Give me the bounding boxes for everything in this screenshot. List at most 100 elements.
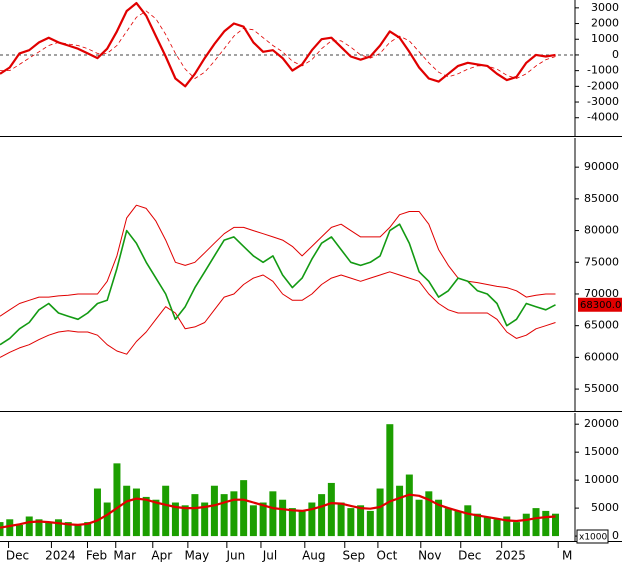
volume-bar xyxy=(396,485,404,537)
volume-bar xyxy=(220,494,228,537)
volume-bar xyxy=(405,474,413,537)
volume-bar xyxy=(318,494,326,537)
y-tick-label: 0 xyxy=(612,529,619,542)
volume-bar xyxy=(415,499,423,537)
x-tick-label: Mar xyxy=(113,549,136,562)
volume-bar xyxy=(162,485,170,537)
volume-bar xyxy=(493,519,501,537)
y-tick-label: 1000 xyxy=(591,32,619,45)
volume-bar xyxy=(454,510,462,537)
volume-bar xyxy=(483,516,491,537)
volume-bar xyxy=(366,510,374,537)
volume-bar xyxy=(93,488,101,537)
volume-bar xyxy=(542,510,550,537)
volume-bar xyxy=(288,508,296,537)
series-line xyxy=(0,493,556,529)
x-tick-label: Feb xyxy=(86,549,107,562)
volume-bar xyxy=(347,508,355,537)
volume-bar xyxy=(113,463,121,537)
volume-bar xyxy=(386,424,394,537)
x-tick-label: Jun xyxy=(225,549,245,562)
y-tick-label: 15000 xyxy=(584,445,619,458)
volume-bar xyxy=(25,516,33,537)
y-tick-label: 3000 xyxy=(591,1,619,14)
volume-bar xyxy=(298,510,306,537)
volume-bar xyxy=(552,513,560,537)
volume-bar xyxy=(191,494,199,537)
unit-label: x1000 xyxy=(579,533,608,543)
y-tick-label: 20000 xyxy=(584,417,619,430)
x-tick-label: 2024 xyxy=(45,549,76,562)
volume-bar xyxy=(464,505,472,537)
y-tick-label: 90000 xyxy=(584,160,619,173)
volume-bar xyxy=(522,513,530,537)
volume-bar xyxy=(308,502,316,537)
volume-bar xyxy=(503,516,511,537)
volume-bar xyxy=(474,513,482,537)
y-tick-label: -1000 xyxy=(587,64,619,77)
volume-bar xyxy=(444,508,452,537)
x-tick-label: Oct xyxy=(377,549,398,562)
volume-bar xyxy=(171,502,179,537)
y-tick-label: 65000 xyxy=(584,319,619,332)
last-price-label: 68300.00 xyxy=(580,300,622,311)
volume-bar xyxy=(279,499,287,537)
volume-bar xyxy=(240,480,248,537)
volume-bar xyxy=(327,482,335,537)
volume-bar xyxy=(132,488,140,537)
x-tick-label: Aug xyxy=(302,549,325,562)
x-tick-label: Sep xyxy=(342,549,365,562)
y-tick-label: 2000 xyxy=(591,17,619,30)
x-tick-label: Nov xyxy=(418,549,441,562)
volume-bar xyxy=(74,524,82,537)
y-tick-label: -3000 xyxy=(587,95,619,108)
volume-bar xyxy=(35,519,43,537)
x-tick-label: Dec xyxy=(458,549,481,562)
volume-bar xyxy=(84,522,92,537)
x-tick-label: M xyxy=(562,549,572,562)
x-tick-label: May xyxy=(184,549,209,562)
last-price-box xyxy=(578,297,622,312)
y-tick-label: 10000 xyxy=(584,473,619,486)
volume-bar xyxy=(45,522,53,537)
x-tick-label: Jul xyxy=(262,549,277,562)
volume-bar xyxy=(123,485,131,537)
volume-bar xyxy=(337,502,345,537)
x-tick-label: Dec xyxy=(6,549,29,562)
x-tick-label: 2025 xyxy=(495,549,526,562)
y-tick-label: -2000 xyxy=(587,79,619,92)
series-line xyxy=(0,2,556,88)
y-tick-label: 55000 xyxy=(584,382,619,395)
y-tick-label: 70000 xyxy=(584,287,619,300)
y-tick-label: 75000 xyxy=(584,255,619,268)
volume-bar xyxy=(15,524,23,537)
series-line xyxy=(0,223,556,346)
volume-bar xyxy=(513,522,521,537)
y-tick-label: 60000 xyxy=(584,350,619,363)
volume-bar xyxy=(259,502,267,537)
unit-box xyxy=(576,529,609,544)
volume-bar xyxy=(249,505,257,537)
volume-bar xyxy=(435,499,443,537)
volume-bar xyxy=(376,488,384,537)
y-tick-label: 85000 xyxy=(584,192,619,205)
volume-bar xyxy=(152,499,160,537)
x-tick-label: Apr xyxy=(151,549,172,562)
volume-bar xyxy=(230,491,238,537)
series-line xyxy=(0,10,556,79)
y-tick-label: -4000 xyxy=(587,111,619,124)
y-tick-label: 0 xyxy=(612,48,619,61)
volume-bar xyxy=(201,502,209,537)
volume-bar xyxy=(532,508,540,537)
volume-bar xyxy=(425,491,433,537)
volume-bar xyxy=(0,522,4,537)
volume-bar xyxy=(54,519,62,537)
volume-bar xyxy=(142,496,150,537)
y-tick-label: 5000 xyxy=(591,501,619,514)
volume-bar xyxy=(269,491,277,537)
series-line xyxy=(0,271,556,358)
volume-bar xyxy=(103,502,111,537)
y-tick-label: 80000 xyxy=(584,224,619,237)
